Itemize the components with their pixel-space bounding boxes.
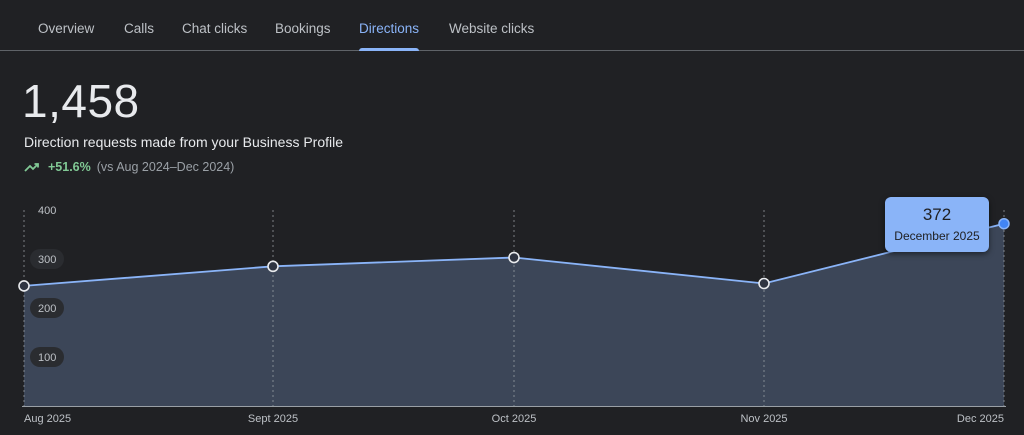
y-tick-label-300: 300 — [38, 254, 56, 266]
x-tick-label-3: Oct 2025 — [492, 413, 537, 425]
x-tick-label-1: Aug 2025 — [24, 413, 71, 425]
hover-tooltip: 372 December 2025 — [885, 197, 989, 252]
total-directions-value: 1,458 — [22, 75, 140, 127]
data-point-dec-2025 — [998, 217, 1010, 230]
y-tick-pill-300 — [30, 249, 64, 269]
tab-chat-clicks[interactable]: Chat clicks — [182, 21, 248, 36]
x-tick-label-4: Nov 2025 — [740, 413, 787, 425]
directions-chart: 100 200 300 400 Aug 2025 Sept 2025 Oct 2025 No… — [18, 205, 1010, 425]
tooltip-date: December 2025 — [894, 229, 980, 243]
tab-directions[interactable]: Directions — [359, 0, 420, 51]
y-tick-pill-200 — [30, 298, 64, 318]
comparison-period: (vs Aug 2024–Dec 2024) — [96, 160, 235, 174]
tab-bar: Overview Calls Chat clicks Bookings Dire… — [0, 0, 1024, 51]
change-percentage: +51.6% — [48, 160, 91, 174]
data-point-aug-2025 — [18, 280, 30, 292]
x-tick-label-5: Dec 2025 — [957, 413, 1004, 425]
tab-bookings[interactable]: Bookings — [275, 21, 331, 36]
trend-summary: +51.6% (vs Aug 2024–Dec 2024) — [24, 159, 234, 175]
y-tick-label-200: 200 — [38, 303, 56, 315]
tab-calls[interactable]: Calls — [124, 21, 155, 36]
metric-description: Direction requests made from your Busine… — [24, 134, 344, 150]
y-tick-label-400: 400 — [38, 205, 56, 217]
data-point-nov-2025 — [758, 277, 770, 290]
y-tick-label-100: 100 — [38, 352, 56, 364]
data-point-sept-2025 — [267, 260, 279, 273]
data-point-oct-2025 — [508, 251, 520, 264]
y-tick-pill-100 — [30, 347, 64, 367]
trending-up-icon — [24, 163, 39, 172]
tab-overview[interactable]: Overview — [38, 21, 95, 36]
tab-website-clicks[interactable]: Website clicks — [449, 21, 535, 36]
tooltip-value: 372 — [922, 205, 952, 224]
x-tick-label-2: Sept 2025 — [248, 413, 298, 425]
